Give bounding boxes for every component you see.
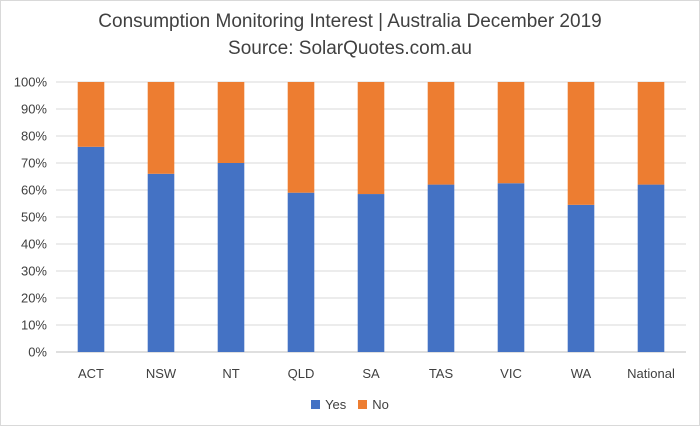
x-tick-label: ACT: [78, 366, 104, 381]
x-tick-label: NSW: [146, 366, 177, 381]
y-tick-label: 60%: [21, 183, 47, 198]
chart-title: Consumption Monitoring Interest | Austra…: [98, 11, 602, 32]
bar-yes-sa: [357, 194, 385, 352]
y-tick-label: 50%: [21, 210, 47, 225]
chart-subtitle: Source: SolarQuotes.com.au: [228, 38, 472, 59]
bar-yes-national: [637, 184, 665, 352]
bar-no-national: [637, 82, 665, 185]
legend-swatch-no: [358, 400, 368, 409]
y-tick-label: 20%: [21, 291, 47, 306]
x-tick-label: National: [627, 366, 675, 381]
x-tick-label: TAS: [429, 366, 454, 381]
bar-no-vic: [497, 82, 525, 184]
x-tick-label: WA: [571, 366, 592, 381]
y-tick-label: 40%: [21, 237, 47, 252]
y-tick-label: 90%: [21, 102, 47, 117]
legend-swatch-yes: [311, 400, 321, 409]
bar-yes-vic: [497, 183, 525, 352]
y-tick-label: 0%: [28, 345, 47, 360]
bar-no-wa: [567, 82, 595, 205]
legend: Yes No: [1, 397, 699, 412]
bar-no-nsw: [147, 82, 175, 174]
legend-label-yes: Yes: [325, 397, 347, 412]
bar-yes-act: [77, 146, 105, 352]
x-tick-label: SA: [362, 366, 380, 381]
x-tick-label: QLD: [288, 366, 315, 381]
legend-item-yes: Yes: [311, 397, 346, 412]
y-tick-label: 80%: [21, 129, 47, 144]
y-tick-label: 70%: [21, 156, 47, 171]
bar-no-qld: [287, 82, 315, 193]
bar-yes-qld: [287, 192, 315, 352]
bar-yes-wa: [567, 204, 595, 352]
bar-yes-tas: [427, 184, 455, 352]
legend-label-no: No: [372, 397, 389, 412]
x-tick-label: VIC: [500, 366, 522, 381]
y-tick-label: 100%: [14, 75, 48, 90]
bar-no-tas: [427, 82, 455, 185]
x-tick-label: NT: [222, 366, 239, 381]
bar-no-act: [77, 82, 105, 147]
bar-yes-nsw: [147, 173, 175, 352]
bar-yes-nt: [217, 163, 245, 352]
legend-item-no: No: [358, 397, 389, 412]
bar-no-sa: [357, 82, 385, 195]
y-tick-label: 10%: [21, 318, 47, 333]
y-tick-label: 30%: [21, 264, 47, 279]
bar-no-nt: [217, 82, 245, 163]
